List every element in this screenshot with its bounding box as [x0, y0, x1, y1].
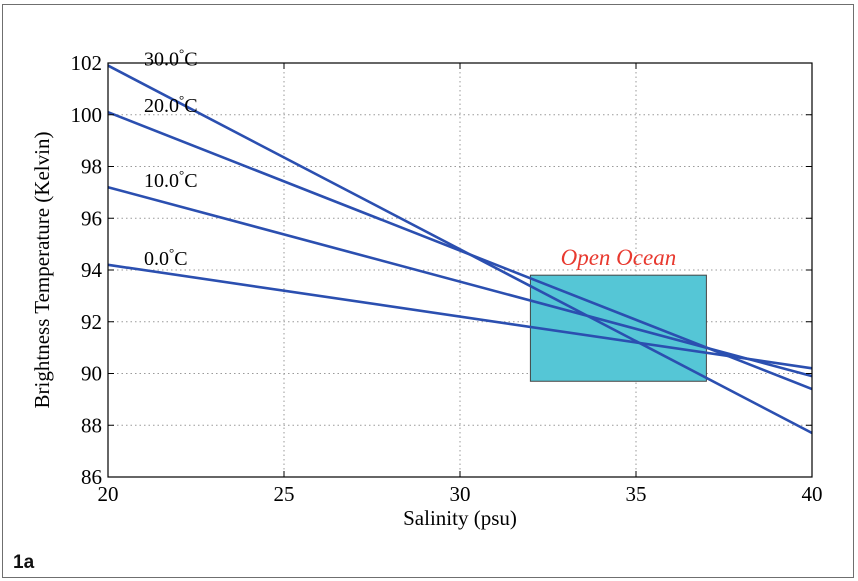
- series-label: 0.0°C: [144, 245, 188, 270]
- series-label: 20.0°C: [144, 92, 198, 117]
- ticks: [107, 62, 813, 478]
- x-tick-label: 40: [802, 482, 823, 506]
- y-tick-label: 90: [81, 362, 102, 386]
- y-axis-title: Brightness Temperature (Kelvin): [30, 132, 54, 409]
- y-tick-label: 100: [71, 103, 103, 127]
- x-tick-label: 25: [274, 482, 295, 506]
- y-tick-label: 102: [71, 51, 103, 75]
- open-ocean-label: Open Ocean: [561, 245, 677, 270]
- series-line: [107, 64, 813, 435]
- series-layer: [107, 64, 813, 435]
- grid: [108, 63, 812, 477]
- figure-frame: 20 25 30 35 40 86 88 90 92 94 96 98 100 102 Open Ocean…: [2, 4, 854, 578]
- series-label: 10.0°C: [144, 167, 198, 192]
- x-tick-label: 30: [450, 482, 471, 506]
- y-tick-label: 98: [81, 155, 102, 179]
- figure-label: 1a: [13, 552, 35, 573]
- y-tick-label: 86: [81, 465, 102, 489]
- x-axis-title: Salinity (psu): [403, 506, 517, 530]
- x-tick-label: 20: [98, 482, 119, 506]
- y-tick-label: 94: [81, 258, 103, 282]
- y-tick-label: 88: [81, 413, 102, 437]
- chart: 20 25 30 35 40 86 88 90 92 94 96 98 100 102 Open Ocean…: [30, 46, 823, 530]
- labels: 20 25 30 35 40 86 88 90 92 94 96 98 100 102 Open Ocean…: [71, 46, 823, 506]
- series-label: 30.0°C: [144, 46, 198, 71]
- series-line: [107, 263, 813, 370]
- series-line: [107, 185, 813, 378]
- y-tick-label: 96: [81, 206, 102, 230]
- x-tick-label: 35: [626, 482, 647, 506]
- y-tick-label: 92: [81, 310, 102, 334]
